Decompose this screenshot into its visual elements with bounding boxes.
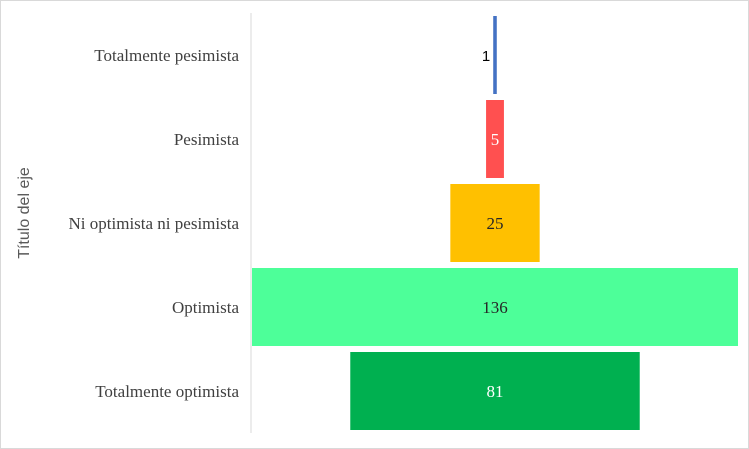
- category-label: Pesimista: [174, 130, 240, 149]
- bar-totalmente-optimista: [350, 352, 640, 430]
- bar-ni-optimista-ni-pesimista: [450, 184, 540, 262]
- value-label: 1: [482, 48, 490, 65]
- value-label: 81: [487, 382, 504, 401]
- category-labels-group: Totalmente pesimista Pesimista Ni optimist…: [69, 46, 240, 401]
- bar-pesimista: [486, 100, 504, 178]
- bar-optimista: [252, 268, 738, 346]
- value-label: 5: [491, 130, 500, 149]
- bar-totalmente-pesimista: [493, 16, 497, 94]
- category-label: Optimista: [172, 298, 240, 317]
- value-label: 25: [487, 214, 504, 233]
- bars-group: [252, 16, 738, 430]
- value-labels-group: 1 5 25 136 81: [482, 48, 508, 401]
- category-label: Totalmente optimista: [95, 382, 239, 401]
- value-label: 136: [482, 298, 508, 317]
- y-axis-title: Título del eje: [16, 167, 33, 259]
- category-label: Totalmente pesimista: [94, 46, 239, 65]
- category-label: Ni optimista ni pesimista: [69, 214, 240, 233]
